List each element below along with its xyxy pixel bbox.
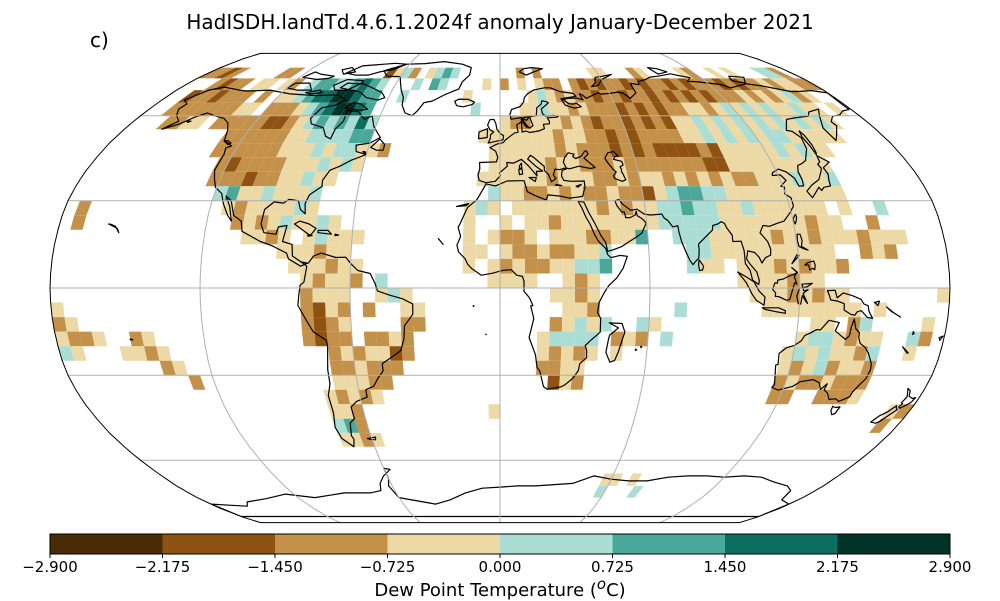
colorbar-tick-label: −2.900	[22, 558, 78, 576]
colorbar-segment	[725, 534, 838, 554]
colorbar-tick-label: −1.450	[247, 558, 303, 576]
colorbar-tick-label: 2.175	[816, 558, 859, 576]
colorbar-segment	[388, 534, 501, 554]
colorbar-tick-label: −2.175	[135, 558, 191, 576]
colorbar-segment	[275, 534, 388, 554]
colorbar-tick-label: 2.900	[929, 558, 972, 576]
colorbar-tick-label: 0.725	[591, 558, 634, 576]
colorbar-tick-label: 1.450	[704, 558, 747, 576]
colorbar-label: Dew Point Temperature (oC)	[0, 575, 1000, 601]
colorbar-tick-label: −0.725	[360, 558, 416, 576]
colorbar-segment	[50, 534, 163, 554]
colorbar-segment	[500, 534, 613, 554]
colorbar-tick-label: 0.000	[479, 558, 522, 576]
colorbar-segment	[163, 534, 276, 554]
colorbar-segment	[613, 534, 726, 554]
colorbar-segment	[838, 534, 951, 554]
